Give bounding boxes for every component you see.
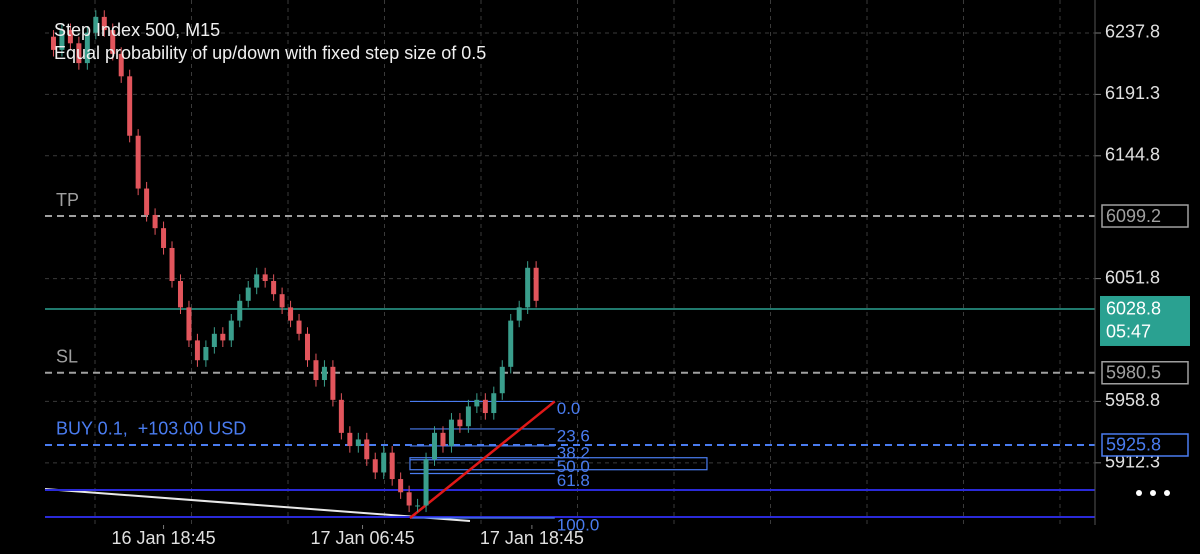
candle-body [330,366,336,400]
fib-zone [409,457,708,471]
candle-body [169,247,175,281]
y-tick-label: 6144.8 [1105,145,1160,165]
price-level-name: SL [56,347,78,367]
candle-body [355,439,361,447]
candle-body [296,320,302,334]
current-price-label: 6028.8 [1106,299,1161,319]
fib-trend-line [409,400,556,519]
candle-body [118,53,124,77]
chart-subtitle: Equal probability of up/down with fixed … [54,43,486,63]
menu-dot[interactable] [1150,490,1156,496]
candle-body [525,267,531,308]
candle-body [67,30,73,44]
candle-body [59,30,65,50]
candle-body [321,366,327,381]
candle-body [482,399,488,414]
candle-body [432,432,438,460]
fib-level-label: 23.6 [557,426,590,445]
candle-body [423,459,429,506]
candle-body [186,307,192,341]
candle-body [398,479,404,493]
candle-body [288,307,294,321]
x-tick-label: 16 Jan 18:45 [112,528,216,548]
candle-body [194,340,200,361]
candle-body [415,505,421,507]
candle-body [135,135,141,189]
price-level-name: BUY 0.1, +103.00 USD [56,419,246,439]
candle-body [93,16,99,33]
candle-body [389,452,395,480]
candle-body [262,274,268,281]
candle-body [228,320,234,341]
current-price-box [1100,295,1190,346]
y-tick-label: 5958.8 [1105,390,1160,410]
price-level-box [1101,204,1189,228]
candle-body [177,280,183,308]
candle-body [50,36,56,50]
candle-body [305,333,310,361]
price-level-box [1101,361,1189,385]
y-tick-label: 6237.8 [1105,22,1160,42]
candle-body [347,432,353,447]
candle-body [313,360,319,381]
candle-body [533,267,539,301]
candle-body [110,30,116,54]
candle-body [271,280,277,295]
fib-level-label: 100.0 [557,516,600,535]
candle-body [101,16,107,31]
candle-body [152,214,158,229]
y-tick-label: 6051.8 [1105,267,1160,287]
fib-level-label: 0.0 [557,399,581,418]
price-level-label: 5925.8 [1106,435,1161,455]
candle-body [457,419,463,427]
candle-body [372,459,378,473]
trend-line [44,488,471,522]
candle-body [491,393,497,414]
candle-body [465,406,471,427]
candle-body [406,492,412,506]
candle-body [203,347,209,361]
candle-body [338,399,344,433]
fib-level-label: 61.8 [557,471,590,490]
candle-body [499,366,505,394]
candle-body [508,320,514,367]
candle-body [516,307,522,321]
x-tick-label: 17 Jan 18:45 [480,528,584,548]
price-level-box [1101,433,1189,457]
fib-level-label: 50.0 [557,457,590,476]
countdown-timer: 05:47 [1106,322,1151,342]
candle-body [161,228,167,248]
candle-body [381,452,387,473]
candle-body [245,287,251,301]
candle-body [144,188,150,215]
y-tick-label: 6191.3 [1105,83,1160,103]
more-menu[interactable] [1136,490,1170,496]
candle-body [84,32,90,64]
candle-body [211,333,217,348]
candle-body [220,333,226,341]
candle-body [474,399,480,407]
candle-body [127,76,133,136]
candle-body [254,274,260,288]
menu-dot[interactable] [1136,490,1142,496]
candle-body [279,294,285,308]
price-level-label: 6099.2 [1106,206,1161,226]
candle-body [440,432,446,447]
menu-dot[interactable] [1164,490,1170,496]
price-level-label: 5980.5 [1106,363,1161,383]
plot-layer: TP 6099.2 SL 5980.5 BUY 0.1, +103.00 USD 5925… [45,10,1190,535]
candle-body [76,43,82,64]
candle-body [237,300,243,321]
candle-body [364,439,370,460]
price-level-name: TP [56,190,79,210]
candle-body [448,419,454,447]
chart-title: Step Index 500, M15 [54,20,220,40]
x-tick-label: 17 Jan 06:45 [310,528,414,548]
